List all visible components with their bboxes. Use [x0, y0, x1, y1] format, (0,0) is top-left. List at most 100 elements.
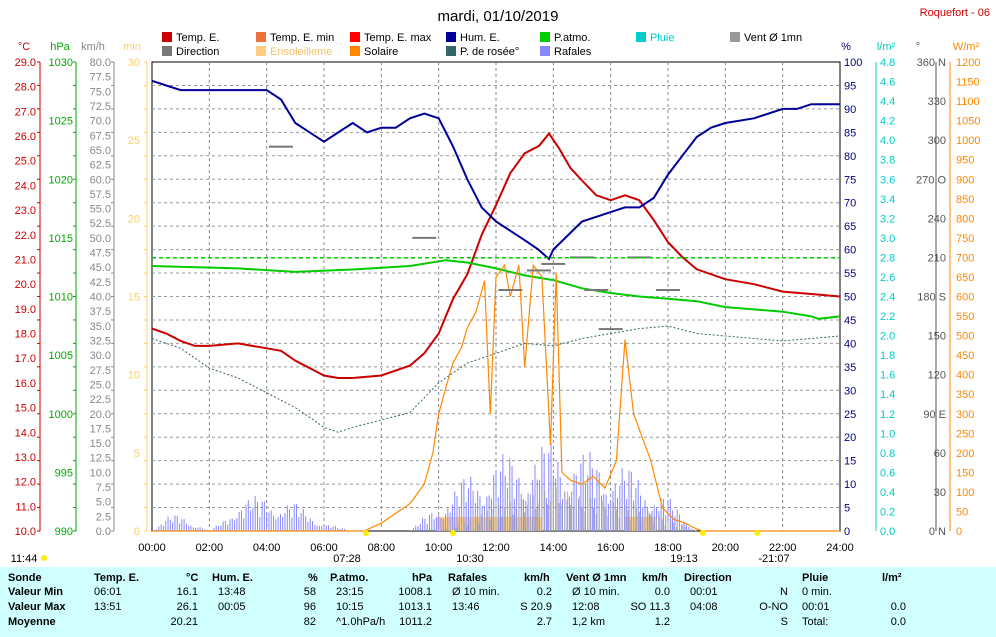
rain-tick-label: 0.2 — [880, 506, 895, 518]
solar-tick-label: 1150 — [956, 77, 980, 89]
legend-label: Hum. E. — [460, 32, 500, 44]
hum-tick-label: 85 — [844, 127, 856, 139]
rain-tick-label: 4.0 — [880, 135, 895, 147]
table-cell-dir-v: N — [780, 586, 788, 598]
rain-tick-label: 1.8 — [880, 350, 895, 362]
x-tick-label: 22:00 — [769, 542, 797, 554]
wind-tick-label: 45.0 — [90, 262, 111, 274]
solar-tick-label: 800 — [956, 213, 974, 225]
table-cell-temp-v: 20.21 — [170, 616, 198, 628]
table-cell-dir-v: S — [780, 616, 788, 628]
solar-tick-label: 250 — [956, 428, 974, 440]
event-marker — [450, 530, 456, 536]
legend-swatch — [446, 32, 456, 42]
th-press: P.atmo. — [330, 572, 369, 584]
rain-tick-label: 4.2 — [880, 116, 895, 128]
table-cell-press-v: 1013.1 — [398, 601, 432, 613]
press-unit-label: hPa — [50, 41, 70, 53]
x-tick-label: 14:00 — [540, 542, 568, 554]
th-temp: Temp. E. — [94, 572, 140, 584]
temp-tick-label: 23.0 — [15, 205, 36, 217]
event-marker — [699, 530, 706, 536]
rain-tick-label: 0.8 — [880, 448, 895, 460]
th-sonde: Sonde — [8, 572, 42, 584]
wind-unit-label: km/h — [81, 41, 105, 53]
solar-tick-label: 300 — [956, 409, 974, 421]
hum-tick-label: 95 — [844, 80, 856, 92]
table-cell-gust-t: Ø 10 min. — [452, 586, 500, 598]
table-cell-label: Valeur Min — [8, 586, 64, 598]
hum-tick-label: 75 — [844, 174, 856, 186]
wind-tick-label: 62.5 — [90, 160, 111, 172]
dir-tick-label: 30 — [934, 487, 946, 499]
direction-mark — [269, 145, 293, 148]
table-cell-temp-v: 16.1 — [176, 586, 198, 598]
legend-swatch — [162, 46, 172, 56]
solar-tick-label: 200 — [956, 448, 974, 460]
wind-tick-label: 27.5 — [90, 365, 111, 377]
rain-tick-label: 1.6 — [880, 370, 895, 382]
hum-tick-label: 25 — [844, 409, 856, 421]
wind-tick-label: 55.0 — [90, 204, 111, 216]
table-cell-gust-t: 13:46 — [452, 601, 480, 613]
event-time-label: 10:30 — [456, 553, 484, 565]
legend-label: Direction — [176, 46, 219, 58]
temp-tick-label: 26.0 — [15, 131, 36, 143]
direction-mark — [656, 288, 680, 291]
sun-tick-label: 15 — [128, 292, 140, 304]
sun-tick-label: 20 — [128, 213, 140, 225]
solar-tick-label: 500 — [956, 331, 974, 343]
x-tick-label: 06:00 — [310, 542, 338, 554]
solar-tick-label: 950 — [956, 155, 974, 167]
press-tick-label: 1030 — [49, 57, 73, 69]
temp-tick-label: 13.0 — [15, 452, 36, 464]
solar-tick-label: 400 — [956, 370, 974, 382]
solar-tick-label: 600 — [956, 292, 974, 304]
x-tick-label: 08:00 — [368, 542, 396, 554]
series-p-atmo- — [151, 259, 841, 320]
legend-label: Temp. E. min — [270, 32, 334, 44]
dir-tick-label: 360 N — [917, 57, 946, 69]
dir-tick-label: 180 S — [917, 292, 946, 304]
rain-tick-label: 0.6 — [880, 467, 895, 479]
table-cell-rain-v: 0.0 — [890, 616, 906, 628]
solar-tick-label: 1200 — [956, 57, 980, 69]
direction-mark — [627, 256, 652, 259]
table-cell-hum-v: 82 — [303, 616, 316, 628]
table-cell-hum-t: 00:05 — [218, 601, 246, 613]
wind-tick-label: 20.0 — [90, 409, 111, 421]
summary-table: Sonde Temp. E. °C Hum. E. % P.atmo. hPa … — [0, 567, 996, 637]
rain-unit-label: l/m² — [877, 41, 896, 53]
hum-tick-label: 65 — [844, 221, 856, 233]
legend-swatch — [636, 32, 646, 42]
chart-title: mardi, 01/10/2019 — [438, 8, 559, 25]
table-cell-label: Valeur Max — [8, 601, 66, 613]
table-cell-press-v: 1008.1 — [398, 586, 432, 598]
temp-tick-label: 15.0 — [15, 403, 36, 415]
temp-tick-label: 17.0 — [15, 353, 36, 365]
table-cell-wind-v: 1.2 — [654, 616, 670, 628]
dir-tick-label: 210 — [928, 252, 946, 264]
wind-tick-label: 70.0 — [90, 116, 111, 128]
legend-label: Ensoleilleme — [270, 46, 332, 58]
wind-tick-label: 42.5 — [90, 277, 111, 289]
legend-swatch — [730, 32, 740, 42]
press-tick-label: 1025 — [49, 116, 73, 128]
event-time-label: 07:28 — [333, 553, 361, 565]
table-cell-wind-t: 12:08 — [572, 601, 600, 613]
rain-tick-label: 1.0 — [880, 428, 895, 440]
hum-tick-label: 15 — [844, 456, 856, 468]
sun-tick-label: 0 — [134, 526, 140, 538]
sun-unit-label: min — [123, 41, 141, 53]
legend-label: Temp. E. max — [364, 32, 432, 44]
rain-tick-label: 3.0 — [880, 233, 895, 245]
hum-tick-label: 90 — [844, 104, 856, 116]
wind-tick-label: 47.5 — [90, 248, 111, 260]
temp-tick-label: 20.0 — [15, 279, 36, 291]
th-rain-unit: l/m² — [882, 572, 902, 584]
x-tick-label: 16:00 — [597, 542, 625, 554]
direction-mark — [598, 328, 623, 331]
rain-tick-label: 2.4 — [880, 292, 895, 304]
legend-swatch — [350, 46, 360, 56]
table-cell-temp-t: 06:01 — [94, 586, 122, 598]
